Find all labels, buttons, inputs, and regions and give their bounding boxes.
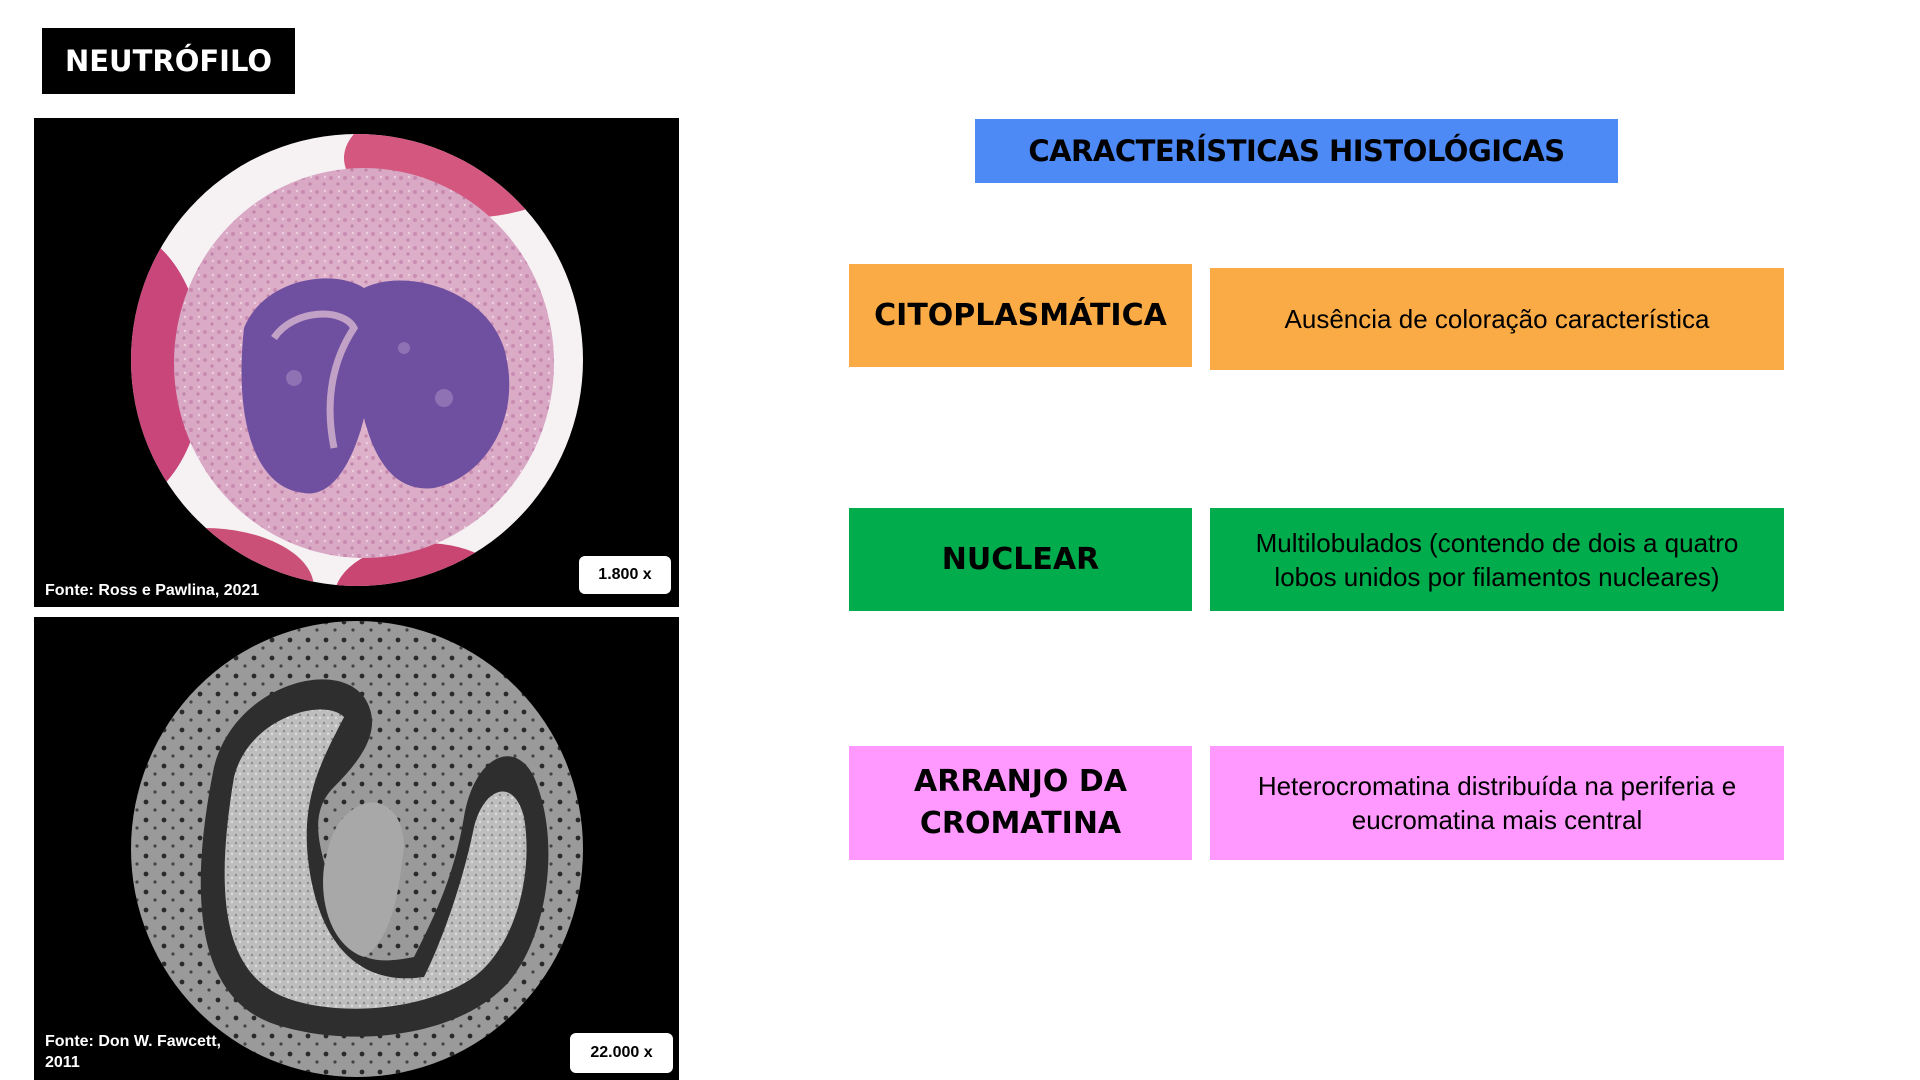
category-line: CROMATINA [919, 806, 1122, 841]
neutrophil-electron-micrograph [131, 621, 583, 1077]
magnification-badge: 22.000 x [570, 1033, 673, 1073]
neutrophil-light-micrograph [131, 134, 583, 586]
image-credit: Fonte: Don W. Fawcett, 2011 [45, 1031, 221, 1073]
image-credit: Fonte: Ross e Pawlina, 2021 [45, 582, 260, 599]
image-credit-line: 2011 [45, 1054, 80, 1071]
category-nuclear: NUCLEAR [849, 508, 1192, 611]
page-title: NEUTRÓFILO [42, 28, 295, 94]
description-line: Multilobulados (contendo de dois a quatr… [1255, 527, 1739, 558]
description-chromatin: Heterocromatina distribuída na periferia… [1210, 746, 1784, 860]
section-header: CARACTERÍSTICAS HISTOLÓGICAS [975, 119, 1618, 183]
description-line: eucromatina mais central [1351, 805, 1643, 835]
description-line: lobos unidos por filamentos nucleares) [1274, 561, 1720, 592]
image-credit-line: Fonte: Don W. Fawcett, [45, 1033, 221, 1050]
electron-micrograph-panel: Fonte: Don W. Fawcett, 2011 22.000 x [34, 617, 679, 1080]
category-chromatin: ARRANJO DA CROMATINA [849, 746, 1192, 860]
category-line: ARRANJO DA [914, 764, 1127, 799]
description-line: Heterocromatina distribuída na periferia… [1257, 771, 1737, 801]
description-cytoplasmic: Ausência de coloração característica [1210, 268, 1784, 370]
description-nuclear: Multilobulados (contendo de dois a quatr… [1210, 508, 1784, 611]
magnification-badge: 1.800 x [579, 556, 671, 594]
light-micrograph-panel: Fonte: Ross e Pawlina, 2021 1.800 x [34, 118, 679, 607]
category-cytoplasmic: CITOPLASMÁTICA [849, 264, 1192, 367]
